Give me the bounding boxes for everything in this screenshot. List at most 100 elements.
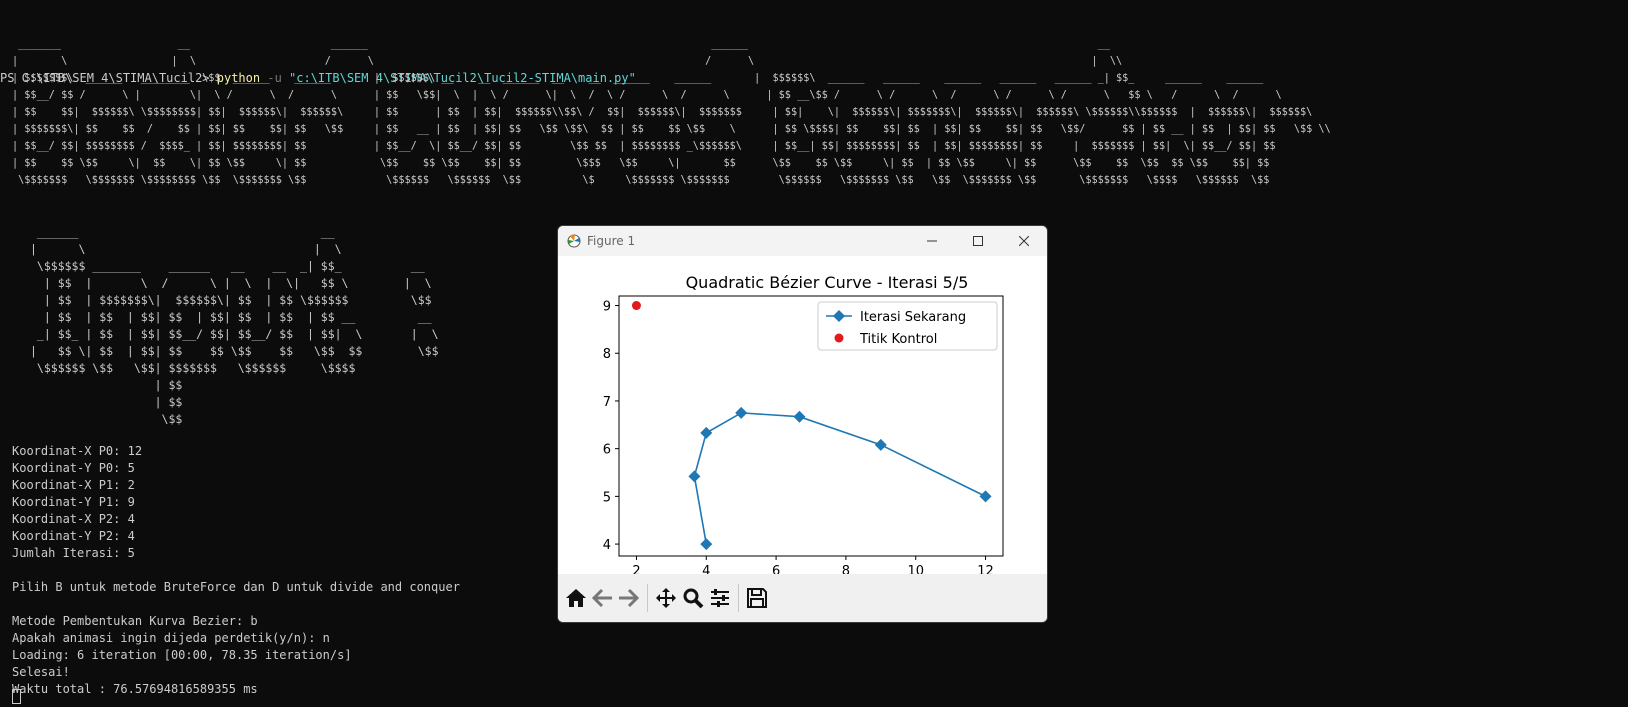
arrow-right-icon [619,588,639,608]
ascii-art-line: \$$$$$$$ \$$$$$$$ \$$$$$$$$ \$$ \$$$$$$$… [12,175,1270,186]
data-point [700,538,713,551]
ascii-art-line: | $$ $$| $$$$$$\ \$$$$$$$$| $$| $$$$$$\|… [12,107,1313,118]
legend-label: Titik Kontrol [859,332,937,347]
y-tick-label: 4 [603,538,611,553]
output-line [12,562,460,579]
prompt-line: PS C:\ITB\SEM 4\STIMA\Tucil2> python -u … [0,70,1628,87]
forward-button[interactable] [616,586,640,610]
command-flag: -u [267,71,282,85]
output-line: Metode Pembentukan Kurva Bezier: b [12,614,258,628]
y-tick-label: 9 [603,300,611,315]
chart-title: Quadratic Bézier Curve - Iterasi 5/5 [686,273,969,292]
output-line: Koordinat-X P1: 2 [12,478,135,492]
ascii-banner-input: ______ __ | \ | \ \$$$$$$ _______ ______ … [30,224,439,428]
legend-diamond-swatch [833,310,845,322]
home-icon [566,589,586,607]
x-tick-label: 2 [632,564,640,574]
y-tick-label: 8 [603,347,611,362]
y-tick-label: 5 [603,490,611,505]
program-output: Koordinat-X P0: 12 Koordinat-Y P0: 5 Koord… [12,443,460,698]
data-point [979,490,992,503]
ascii-art-line: | $$$$$$$\| $$ $$ / $$ | $$| $$ $$| $$ \… [12,124,1331,135]
ascii-art-line: _| $$_ | $$ | $$| $$__/ $$| $$__/ $$ | $… [30,327,439,341]
output-line: Koordinat-X P0: 12 [12,444,143,458]
prompt: PS C:\ITB\SEM 4\STIMA\Tucil2> [0,71,210,85]
series-line-iterasi-sekarang [693,412,986,545]
data-point [700,426,713,439]
output-line: Jumlah Iterasi: 5 [12,546,135,560]
legend-circle-swatch [834,333,844,343]
x-tick-label: 8 [842,564,850,574]
ascii-art-line: \$$$$$$ _______ ______ __ __ _| $$_ __ [30,259,425,273]
ascii-art-line: | $$__/ $$ / \ | \| \ / \ / \ | $$ \$$| … [12,90,1282,101]
figure-window[interactable]: Figure 1 Quadratic Bézier Curve - Iteras… [557,225,1048,623]
plot-canvas[interactable]: Quadratic Bézier Curve - Iterasi 5/5 2 4 6… [558,256,1047,579]
save-button[interactable] [745,586,769,610]
y-tick-label: 6 [603,443,611,458]
output-line: Koordinat-Y P1: 9 [12,495,135,509]
sliders-icon [711,589,729,607]
output-line: Koordinat-X P2: 4 [12,512,135,526]
minimize-button[interactable] [909,226,955,256]
ascii-art-line: | \ | \ [30,242,342,256]
navigation-toolbar [558,574,1047,622]
x-tick-label: 10 [907,564,924,574]
data-point [874,438,887,451]
ascii-art-line: _______ __ ______ ______ __ [12,39,1110,50]
output-line: Selesai! [12,665,70,679]
move-icon [656,588,676,608]
data-point [688,470,701,483]
output-line: Apakah animasi ingin dijeda perdetik(y/n… [12,631,330,645]
output-line [12,596,460,613]
ascii-art-line: | \ | \ / \ / \ | \\ [12,56,1123,67]
control-point [631,301,641,311]
minimize-icon [927,240,937,242]
ascii-art-line: | $$__/ $$| $$$$$$$$ / $$$$_ | $$| $$$$$… [12,141,1276,152]
ascii-art-line: | $$ | \ / \ | \ | \| $$ \ | \ [30,276,432,290]
x-tick-label: 4 [702,564,710,574]
data-point [793,410,806,423]
maximize-icon [973,236,983,246]
matplotlib-icon [567,234,581,248]
y-tick-label: 7 [603,395,611,410]
ascii-art-line: | $$ [30,378,183,392]
output-line: Loading: 6 iteration [00:00, 78.35 itera… [12,648,352,662]
floppy-disk-icon [747,588,767,608]
toolbar-separator [647,584,648,612]
axes-frame [618,295,1004,557]
ascii-art-line: \$$$$$$ \$$ \$$| $$$$$$$ \$$$$$$ \$$$$ [30,361,356,375]
terminal-cursor [12,689,21,704]
ascii-art-line: \$$ [30,412,183,426]
close-button[interactable] [1001,226,1047,256]
maximize-button[interactable] [955,226,1001,256]
zoom-button[interactable] [681,586,705,610]
ascii-art-line: ______ __ [30,225,335,239]
ascii-banner-title: _______ __ ______ ______ __ | \ [12,36,1331,189]
cursor-line[interactable] [12,689,21,707]
x-tick-label: 6 [772,564,780,574]
legend-label: Iterasi Sekarang [860,310,966,325]
arrow-left-icon [592,588,612,608]
home-button[interactable] [564,586,588,610]
figure-title: Figure 1 [587,234,636,248]
pan-button[interactable] [654,586,678,610]
ascii-art-line: | $$ $$ \$$ \| $$ \| $$ \$$ \| $$ \$$ $$… [12,158,1270,169]
ascii-art-line: | $$ | $$$$$$$\| $$$$$$\| $$ | $$ \$$$$$… [30,293,432,307]
close-icon [1019,236,1029,246]
figure-titlebar[interactable]: Figure 1 [558,226,1047,256]
x-tick-label: 12 [977,564,994,574]
magnifier-icon [683,588,704,609]
ascii-art-line: | $$ \| $$ | $$| $$ $$ \$$ $$ \$$ $$ \$$ [30,344,439,358]
toolbar-separator [738,584,739,612]
output-line: Koordinat-Y P0: 5 [12,461,135,475]
bezier-chart: Quadratic Bézier Curve - Iterasi 5/5 2 4 6… [603,273,1004,579]
output-line: Pilih B untuk metode BruteForce dan D un… [12,580,460,594]
output-line: Koordinat-Y P2: 4 [12,529,135,543]
command: python [216,71,261,85]
configure-subplots-button[interactable] [708,586,732,610]
data-point [735,406,748,419]
legend-box [817,301,998,351]
back-button[interactable] [591,586,615,610]
ascii-art-line: | $$ | $$ | $$| $$ | $$| $$ | $$ | $$ __… [30,310,432,324]
